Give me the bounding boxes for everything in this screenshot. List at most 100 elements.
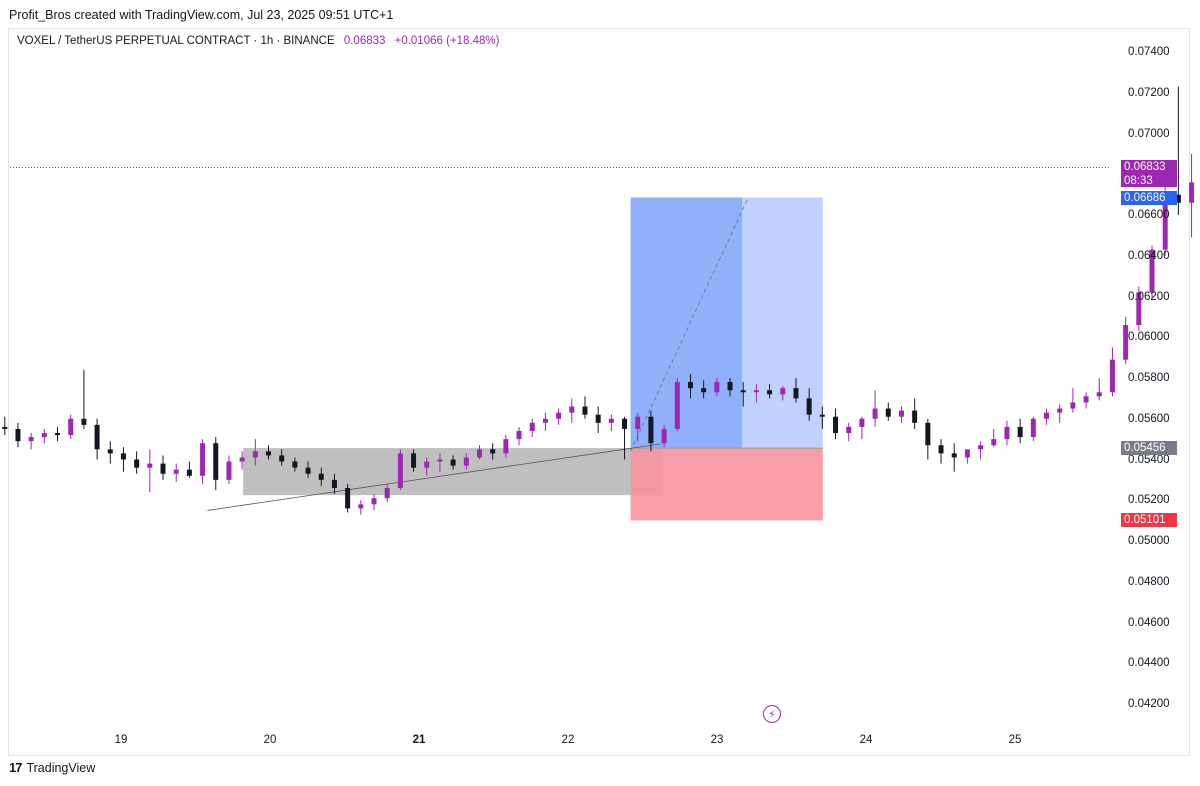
candle-body bbox=[463, 457, 469, 466]
candle-body bbox=[793, 388, 799, 399]
candle-body bbox=[1070, 402, 1076, 409]
candle-body bbox=[147, 463, 153, 468]
candle-body bbox=[622, 418, 628, 429]
candle-body bbox=[371, 498, 377, 505]
candle-body bbox=[727, 382, 733, 391]
candle-body bbox=[767, 390, 773, 395]
candle-body bbox=[331, 479, 337, 489]
date-tick-label: 21 bbox=[412, 734, 426, 746]
date-tick-label: 20 bbox=[263, 734, 277, 746]
candle-body bbox=[1175, 194, 1181, 203]
candle-body bbox=[173, 469, 179, 474]
candle-body bbox=[885, 408, 891, 417]
price-tick-label: 0.07000 bbox=[1128, 127, 1170, 140]
lightning-icon[interactable]: ⚡ bbox=[763, 705, 781, 723]
date-tick-label: 22 bbox=[561, 734, 575, 746]
last-price-tag-value: 0.06833 bbox=[1124, 161, 1166, 173]
date-tick-label: 24 bbox=[859, 734, 873, 746]
candle-body bbox=[55, 433, 61, 436]
price-tick-label: 0.07400 bbox=[1128, 46, 1170, 58]
candle-body bbox=[1057, 408, 1063, 413]
candle-body bbox=[358, 504, 364, 509]
price-tick-label: 0.04800 bbox=[1128, 575, 1170, 588]
date-tick-label: 25 bbox=[1008, 734, 1022, 746]
trendline bbox=[207, 443, 661, 511]
price-tick-label: 0.05800 bbox=[1128, 372, 1170, 384]
candle-body bbox=[490, 449, 496, 454]
candle-body bbox=[200, 443, 206, 476]
candle-body bbox=[938, 445, 944, 454]
candle-body bbox=[806, 398, 812, 415]
candle-body bbox=[978, 445, 984, 450]
attribution-text: Profit_Bros created with TradingView.com… bbox=[9, 8, 394, 22]
candle-body bbox=[595, 414, 601, 423]
tradingview-brand[interactable]: 17 TradingView bbox=[9, 760, 95, 775]
candle-body bbox=[28, 437, 34, 442]
date-tick-label: 23 bbox=[710, 734, 724, 746]
candle-body bbox=[266, 451, 272, 456]
candle-body bbox=[1030, 418, 1036, 438]
symbol-title: VOXEL / TetherUS PERPETUAL CONTRACT · 1h… bbox=[17, 35, 335, 47]
candle-body bbox=[318, 473, 324, 480]
price-tick-label: 0.06600 bbox=[1128, 209, 1170, 221]
candle-body bbox=[701, 388, 707, 393]
candle-body bbox=[951, 453, 957, 458]
candle-body bbox=[134, 459, 140, 468]
candle-body bbox=[1123, 325, 1129, 360]
candle-body bbox=[226, 461, 232, 480]
candle-body bbox=[94, 424, 100, 450]
price-tick-label: 0.05200 bbox=[1128, 494, 1170, 507]
candle-body bbox=[582, 406, 588, 415]
candle-body bbox=[872, 408, 878, 419]
candle-body bbox=[846, 426, 852, 434]
candle-body bbox=[1189, 182, 1195, 203]
last-price-value: 0.06833 bbox=[343, 35, 386, 47]
candle-body bbox=[912, 410, 918, 423]
candle-body bbox=[635, 416, 641, 429]
candle-body bbox=[898, 410, 904, 417]
candle-body bbox=[1136, 292, 1142, 326]
candle-body bbox=[608, 418, 614, 423]
candle-body bbox=[68, 418, 74, 436]
candle-body bbox=[345, 488, 351, 509]
candle-body bbox=[160, 463, 166, 474]
candle-body bbox=[674, 382, 680, 429]
candle-body bbox=[41, 433, 47, 438]
price-tick-label: 0.05600 bbox=[1128, 412, 1170, 425]
candle-body bbox=[516, 430, 522, 440]
stop-zone bbox=[630, 448, 823, 521]
price-tick-label: 0.04200 bbox=[1128, 698, 1170, 710]
candle-body bbox=[186, 469, 192, 476]
price-tick-label: 0.06400 bbox=[1128, 249, 1170, 262]
price-tick-label: 0.06000 bbox=[1128, 331, 1170, 344]
candle-body bbox=[397, 453, 403, 489]
candle-body bbox=[279, 455, 285, 462]
candle-body bbox=[120, 453, 126, 460]
candle-body bbox=[1004, 426, 1010, 440]
brand-label: TradingView bbox=[26, 760, 96, 775]
price-change-value: +0.01066 (+18.48%) bbox=[394, 35, 500, 47]
candle-body bbox=[252, 451, 258, 458]
candle-body bbox=[411, 453, 417, 468]
candle-body bbox=[859, 418, 865, 427]
price-tick-label: 0.04400 bbox=[1128, 657, 1170, 670]
candle-body bbox=[529, 422, 535, 431]
candle-body bbox=[925, 422, 931, 446]
candle-body bbox=[542, 418, 548, 423]
candle-body bbox=[991, 439, 997, 446]
candle-body bbox=[1083, 396, 1089, 403]
candle-body bbox=[753, 390, 759, 393]
projection-line bbox=[630, 197, 749, 452]
candle-body bbox=[1044, 412, 1050, 419]
candle-body bbox=[450, 459, 456, 466]
candle-body bbox=[384, 488, 390, 499]
candle-body bbox=[687, 382, 693, 389]
candle-body bbox=[1096, 392, 1102, 397]
tradingview-logo-icon: 17 bbox=[9, 760, 23, 775]
date-tick-label: 19 bbox=[114, 734, 128, 746]
chart-frame[interactable] bbox=[8, 28, 1190, 756]
candle-body bbox=[437, 459, 443, 462]
candle-body bbox=[1109, 359, 1115, 393]
price-tick-label: 0.07200 bbox=[1128, 86, 1170, 99]
